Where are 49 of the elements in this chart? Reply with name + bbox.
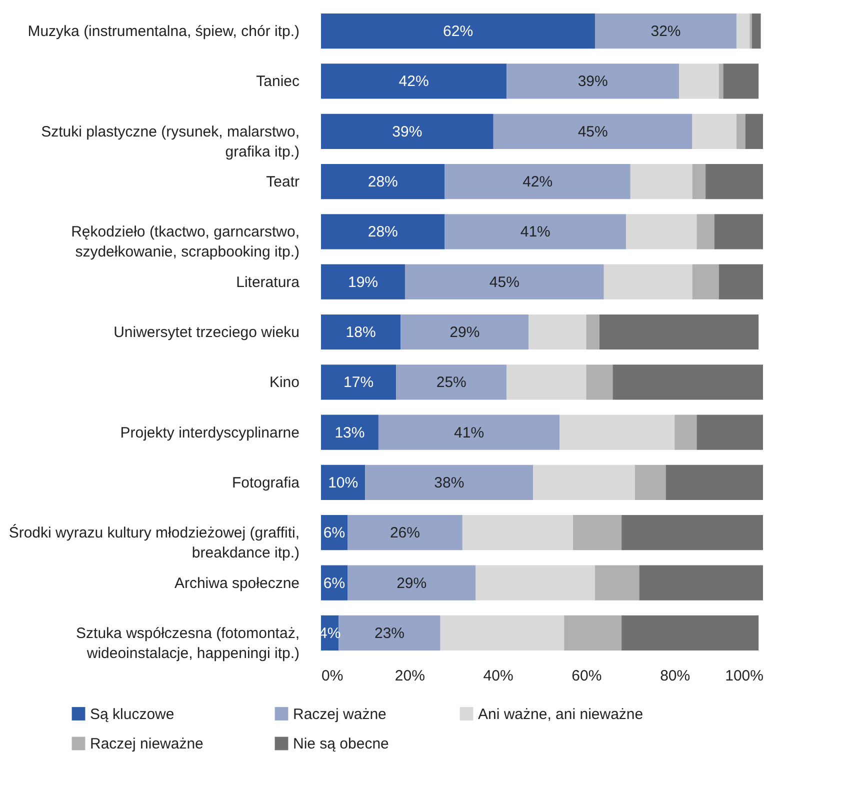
y-tick-label: Środki wyrazu kultury młodzieżowej (graffiti, breakdance itp.) <box>8 524 300 562</box>
legend-label: Raczej ważne <box>293 706 386 723</box>
data-label: 45% <box>578 123 608 140</box>
data-label: 28% <box>368 224 398 241</box>
legend-label: Ani ważne, ani nieważne <box>478 706 644 723</box>
data-label: 26% <box>390 524 420 542</box>
y-tick-label: Archiwa społeczne <box>174 574 300 592</box>
y-tick-label: Rękodzieło (tkactwo, garncarstwo, szydełkowanie, scrapbooking itp.) <box>71 224 300 261</box>
y-tick-label: Teatr <box>266 174 300 191</box>
data-label: 29% <box>450 324 480 341</box>
data-label: 17% <box>344 374 374 392</box>
data-label: 45% <box>489 274 520 291</box>
data-label: 39% <box>392 123 422 140</box>
x-tick-label: 0% <box>322 668 344 684</box>
data-label: 62% <box>443 23 474 40</box>
x-tick-label: 60% <box>572 668 602 684</box>
y-tick-label: Taniec <box>256 73 300 90</box>
y-tick-label: Sztuka współczesna (fotomontaż, wideoinstalacje, happeningi itp.) <box>76 624 300 662</box>
x-tick-label: 20% <box>394 668 425 684</box>
y-tick-label: Projekty interdyscyplinarne <box>120 424 300 442</box>
data-label: 18% <box>346 324 376 341</box>
y-tick-label: Muzyka (instrumentalna, śpiew, chór itp.) <box>28 23 300 40</box>
data-label: 41% <box>454 424 484 442</box>
y-tick-label: Kino <box>269 374 300 392</box>
data-label: 25% <box>436 374 466 392</box>
data-label: 41% <box>520 224 550 241</box>
data-label: 10% <box>328 474 358 492</box>
y-tick-label: Sztuki plastyczne (rysunek, malarstwo, grafika itp.) <box>41 123 300 160</box>
y-tick-label: Literatura <box>236 274 300 291</box>
data-label: 42% <box>398 73 429 90</box>
data-label: 29% <box>396 574 427 592</box>
data-label: 39% <box>578 73 608 90</box>
data-label: 42% <box>522 174 553 191</box>
y-tick-label: Fotografia <box>232 474 300 492</box>
x-tick-label: 100% <box>725 668 764 684</box>
data-label: 23% <box>374 624 405 642</box>
data-label: 32% <box>650 23 681 40</box>
data-label: 6% <box>323 574 346 592</box>
data-label: 19% <box>348 274 378 291</box>
data-label: 6% <box>323 524 346 542</box>
x-tick-label: 40% <box>483 668 514 684</box>
data-label: 28% <box>368 174 398 191</box>
legend-label: Nie są obecne <box>293 736 389 752</box>
data-label: 13% <box>334 424 365 442</box>
legend-label: Są kluczowe <box>90 706 174 723</box>
data-label: 38% <box>434 474 464 492</box>
x-tick-label: 80% <box>660 668 690 684</box>
y-tick-label: Uniwersytet trzeciego wieku <box>114 324 300 341</box>
legend-label: Raczej nieważne <box>90 736 204 752</box>
